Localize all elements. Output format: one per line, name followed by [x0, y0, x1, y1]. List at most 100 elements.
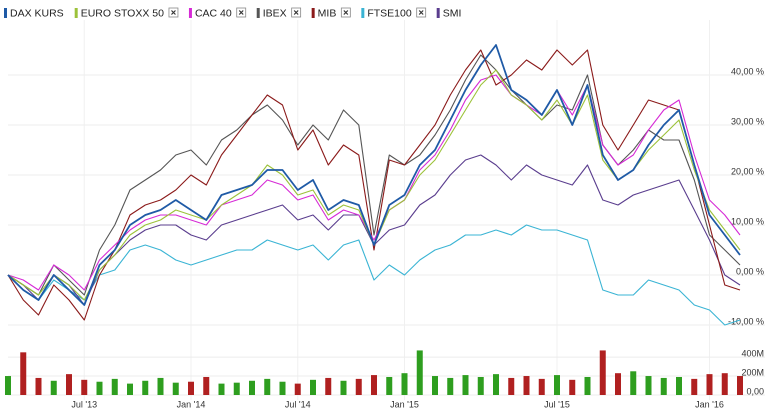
legend-swatch — [74, 8, 78, 18]
legend-swatch — [256, 8, 260, 18]
remove-icon — [171, 10, 176, 15]
volume-bar — [340, 380, 347, 395]
volume-bar — [493, 374, 499, 395]
legend-label: SMI — [443, 7, 462, 19]
volume-bar — [523, 376, 530, 395]
volume-bar — [371, 375, 377, 395]
legend-label: DAX KURS — [10, 7, 64, 19]
legend-label: IBEX — [263, 7, 287, 19]
volume-bar — [310, 379, 316, 395]
volume-bar — [294, 383, 301, 395]
volume-bar — [554, 375, 560, 395]
volume-bar — [355, 378, 362, 395]
volume-bar — [615, 373, 621, 395]
volume-bar — [538, 378, 545, 395]
remove-icon — [293, 10, 299, 15]
volume-bar — [188, 381, 194, 395]
volume-bar — [462, 375, 469, 395]
volume-bar — [111, 378, 118, 395]
remove-icon — [418, 10, 424, 15]
y-tick-label: 20,00 % — [731, 166, 764, 176]
y-tick-label: -10,00 % — [728, 316, 764, 326]
volume-bar — [20, 352, 27, 395]
volume-bar — [721, 373, 728, 395]
volume-bar — [35, 377, 42, 395]
legend-swatch — [311, 8, 315, 18]
y-tick-label: 10,00 % — [731, 216, 764, 226]
series-line — [7, 49, 741, 321]
legend-swatch — [188, 8, 192, 18]
series-line — [7, 224, 741, 326]
volume-bar — [233, 382, 240, 395]
volume-bar — [386, 376, 393, 395]
series-line — [7, 44, 741, 306]
volume-bar — [218, 383, 225, 395]
legend-item[interactable]: SMI — [436, 7, 462, 19]
x-tick-label: Jan '15 — [390, 399, 419, 409]
legend-item[interactable]: CAC 40 — [188, 7, 247, 19]
volume-bar — [5, 376, 11, 395]
legend-label: FTSE100 — [367, 7, 412, 19]
y-tick-label: 30,00 % — [731, 116, 764, 126]
volume-bar — [447, 377, 454, 395]
legend-label: CAC 40 — [195, 7, 232, 19]
volume-bar — [127, 383, 133, 395]
remove-button[interactable] — [168, 7, 179, 18]
remove-icon — [343, 10, 349, 15]
volume-bar — [401, 373, 408, 395]
volume-bar — [599, 350, 606, 395]
volume-bar — [630, 371, 637, 395]
volume-bar — [66, 374, 72, 395]
volume-bar — [50, 380, 57, 395]
legend: DAX KURS EURO STOXX 50 CAC 40 IBEX MIB FTSE10… — [4, 7, 461, 19]
volume-bar — [660, 377, 667, 395]
remove-button[interactable] — [236, 7, 247, 18]
volume-bar — [691, 378, 698, 395]
legend-item[interactable]: EURO STOXX 50 — [74, 7, 179, 19]
legend-item[interactable]: IBEX — [256, 7, 302, 19]
legend-item[interactable]: MIB — [311, 7, 351, 19]
remove-button[interactable] — [340, 7, 351, 18]
volume-bar — [645, 376, 652, 395]
volume-bar — [737, 376, 743, 395]
volume-bar — [279, 381, 286, 395]
y-tick-label: 200M — [741, 367, 764, 377]
volume-bar — [249, 380, 255, 395]
volume-bar — [81, 379, 88, 395]
remove-button[interactable] — [291, 7, 302, 18]
x-tick-label: Jan '16 — [695, 399, 724, 409]
legend-label: EURO STOXX 50 — [81, 7, 164, 19]
series-line — [7, 74, 741, 291]
volume-bar — [584, 376, 591, 395]
volume-bar — [416, 350, 423, 395]
volume-bar — [203, 376, 210, 395]
volume-bar — [569, 379, 576, 395]
volume-bar — [264, 378, 271, 395]
volume-bar — [477, 376, 484, 395]
volume-bar — [172, 382, 179, 395]
volume-bar — [508, 377, 515, 395]
series-line — [7, 154, 741, 306]
x-tick-label: Jul '13 — [71, 399, 97, 409]
legend-item[interactable]: DAX KURS — [4, 7, 64, 19]
x-tick-label: Jul '15 — [544, 399, 570, 409]
remove-icon — [238, 10, 244, 15]
volume-bar — [706, 374, 713, 395]
volume-bar — [157, 377, 164, 395]
legend-swatch — [436, 8, 440, 18]
legend-item[interactable]: FTSE100 — [361, 7, 427, 19]
volume-bar — [325, 377, 332, 395]
y-tick-label: 40,00 % — [731, 66, 764, 76]
x-tick-label: Jul '14 — [285, 399, 311, 409]
volume-bar — [96, 381, 103, 395]
y-tick-label: 0,00 — [746, 386, 764, 396]
y-tick-label: 0,00 % — [736, 266, 764, 276]
legend-swatch — [361, 8, 365, 18]
legend-swatch — [4, 8, 7, 18]
legend-label: MIB — [318, 7, 337, 19]
volume-bar — [676, 376, 682, 395]
remove-button[interactable] — [416, 7, 427, 18]
x-tick-label: Jan '14 — [177, 399, 206, 409]
